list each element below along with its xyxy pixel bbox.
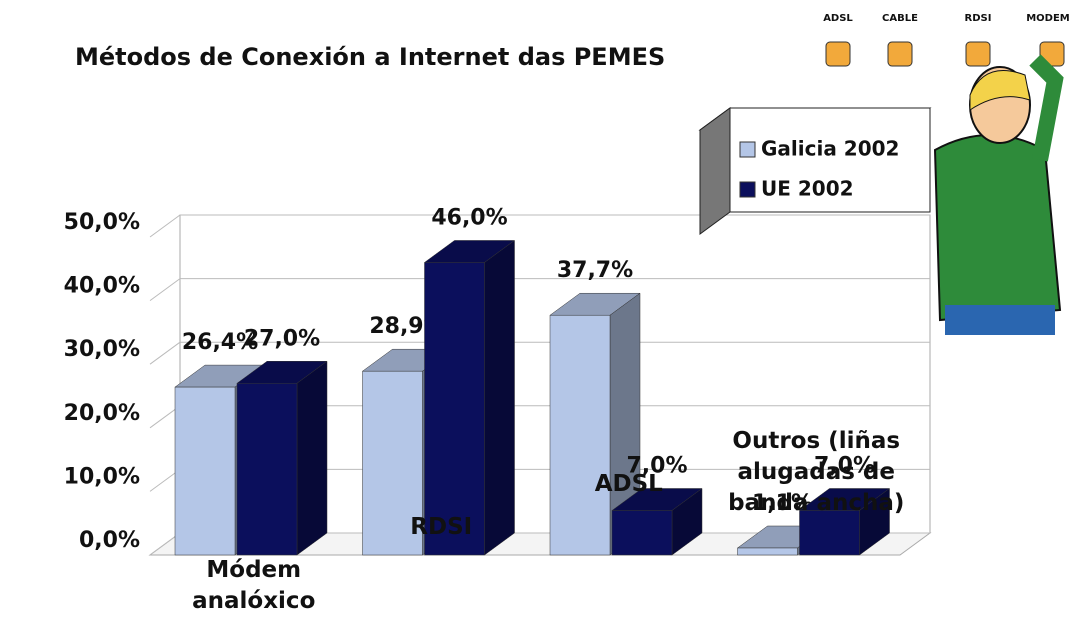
value-label: 27,0% <box>244 326 320 351</box>
icon-label: CABLE <box>882 13 918 24</box>
person-body <box>935 135 1060 320</box>
bar-front <box>738 548 798 555</box>
x-tick-label: Outros (liñas alugadas de banda ancha) <box>716 426 916 519</box>
bar-front <box>175 387 235 555</box>
grid-line <box>150 279 180 301</box>
bar-side <box>485 240 515 555</box>
x-tick-label: RDSI <box>341 512 541 543</box>
socket-icon <box>888 42 912 66</box>
icon-label: ADSL <box>823 13 853 24</box>
grid-line <box>150 215 180 237</box>
y-tick-label: 50,0% <box>64 210 140 235</box>
x-tick-label: ADSL <box>529 469 729 500</box>
legend-swatch <box>740 142 755 157</box>
y-tick-label: 20,0% <box>64 401 140 426</box>
x-tick-label: Módem analóxico <box>154 555 354 617</box>
legend-swatch <box>740 182 755 197</box>
legend-label: UE 2002 <box>761 177 854 201</box>
legend-label: Galicia 2002 <box>761 137 899 161</box>
grid-line <box>150 342 180 364</box>
bar <box>237 361 327 555</box>
socket-icon <box>966 42 990 66</box>
y-tick-label: 30,0% <box>64 337 140 362</box>
chart-title: Métodos de Conexión a Internet das PEMES <box>75 43 665 71</box>
legend-side <box>700 108 730 234</box>
person-trousers <box>945 305 1055 335</box>
bar-side <box>297 361 327 555</box>
bar <box>425 240 515 555</box>
page: Métodos de Conexión a Internet das PEMES… <box>0 0 1078 617</box>
person-arm <box>1035 60 1055 160</box>
icon-label: MODEM <box>1026 13 1070 24</box>
value-label: 37,7% <box>557 258 633 283</box>
y-tick-label: 40,0% <box>64 274 140 299</box>
bar-front <box>237 383 297 555</box>
bar-front <box>612 510 672 555</box>
socket-icon <box>826 42 850 66</box>
bar-front <box>550 315 610 555</box>
value-label: 46,0% <box>431 205 507 230</box>
y-tick-label: 10,0% <box>64 464 140 489</box>
icon-label: RDSI <box>965 13 992 24</box>
y-tick-label: 0,0% <box>79 528 140 553</box>
